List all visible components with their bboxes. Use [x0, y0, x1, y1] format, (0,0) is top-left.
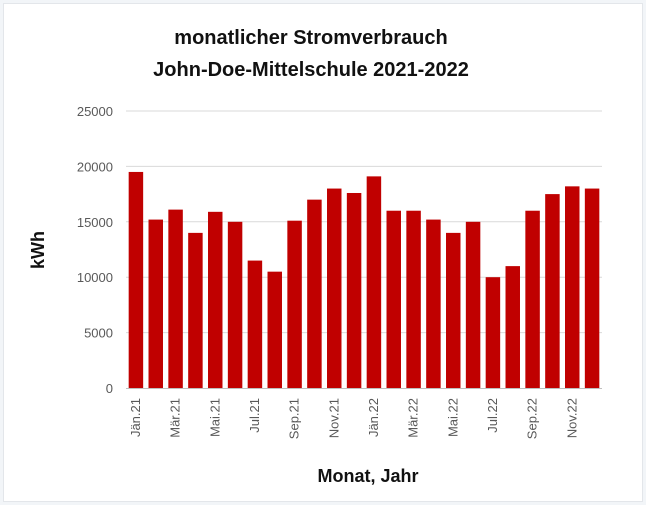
y-tick-label: 5000: [84, 326, 113, 341]
x-tick-label: Sep.21: [287, 398, 302, 439]
bar-Okt.21: [307, 199, 322, 388]
x-tick-label: Mai.22: [445, 398, 460, 437]
y-axis-title: kWh: [28, 231, 48, 269]
x-tick-label: Mär.21: [168, 398, 183, 438]
bar-Jul.21: [247, 260, 263, 388]
x-tick-label: Mär.22: [406, 398, 421, 438]
bar-Apr.21: [188, 232, 203, 388]
bar-Nov.21: [327, 188, 342, 388]
bar-chart: monatlicher Stromverbrauch John-Doe-Mitt…: [28, 27, 602, 486]
x-axis-title: Monat, Jahr: [317, 466, 418, 486]
bar-Okt.22: [545, 194, 560, 388]
bar-Sep.21: [287, 220, 302, 388]
bar-Jun.21: [227, 221, 243, 388]
gridlines: [126, 110, 602, 334]
y-tick-label: 15000: [77, 215, 113, 230]
bar-Mai.21: [208, 211, 223, 388]
bar-Jun.22: [465, 221, 481, 388]
chart-title-line-2: John-Doe-Mittelschule 2021-2022: [153, 59, 469, 81]
bar-Dez.22: [584, 188, 600, 388]
x-tick-label: Nov.22: [564, 398, 579, 438]
bar-Jän.21: [128, 171, 144, 388]
bar-Jän.22: [366, 176, 382, 388]
x-tick-label: Nov.21: [326, 398, 341, 438]
bar-Mär.22: [406, 210, 421, 388]
y-tick-label: 20000: [77, 159, 113, 174]
bar-Dez.21: [346, 192, 362, 388]
y-tick-label: 0: [106, 381, 113, 396]
bar-Aug.22: [505, 266, 520, 388]
chart-frame: monatlicher Stromverbrauch John-Doe-Mitt…: [3, 3, 643, 502]
bar-Mai.22: [446, 232, 461, 388]
bar-Apr.22: [426, 219, 441, 388]
y-tick-label: 25000: [77, 104, 113, 119]
x-tick-label: Jul.22: [485, 398, 500, 433]
bar-Aug.21: [267, 271, 282, 388]
x-tick-label: Jän.21: [128, 398, 143, 437]
y-axis-ticks: 0 5000 10000 15000 20000 25000: [77, 104, 113, 396]
x-tick-label: Jul.21: [247, 398, 262, 433]
bar-Nov.22: [565, 186, 580, 388]
y-tick-label: 10000: [77, 270, 113, 285]
bar-series: [128, 171, 600, 388]
bar-Feb.21: [148, 219, 163, 388]
x-tick-label: Jän.22: [366, 398, 381, 437]
x-axis-ticks: Jän.21 Mär.21 Mai.21 Jul.21 Sep.21 Nov.21 Jän.…: [128, 398, 579, 439]
chart-title-line-1: monatlicher Stromverbrauch: [174, 27, 447, 49]
x-tick-label: Mai.21: [207, 398, 222, 437]
bar-Feb.22: [386, 210, 401, 388]
bar-Jul.22: [485, 277, 501, 388]
bar-Mär.21: [168, 209, 183, 388]
bar-Sep.22: [525, 210, 540, 388]
x-tick-label: Sep.22: [525, 398, 540, 439]
